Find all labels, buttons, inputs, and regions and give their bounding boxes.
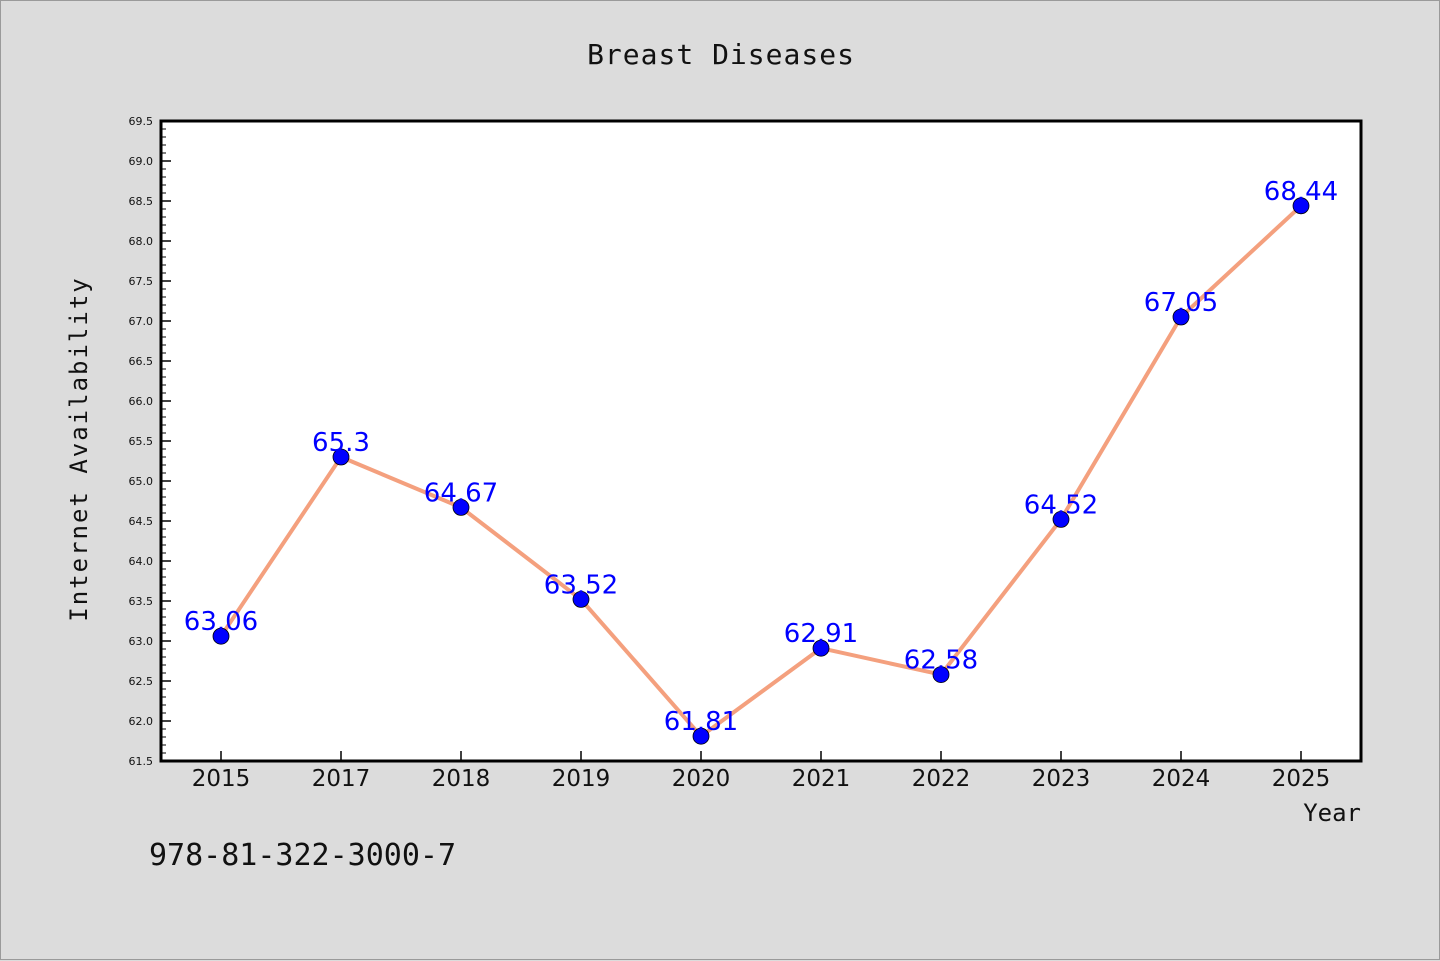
data-label: 63.06 [184, 607, 258, 637]
data-label: 68.44 [1264, 177, 1338, 207]
chart-title: Breast Diseases [587, 38, 855, 71]
data-point [1172, 308, 1190, 326]
y-tick-label: 62.5 [129, 675, 154, 688]
data-point [812, 639, 830, 657]
y-axis-label: Internet Availability [65, 276, 93, 621]
x-tick-label: 2021 [792, 766, 851, 792]
data-point [212, 627, 230, 645]
data-point [332, 448, 350, 466]
y-tick-label: 63.5 [129, 595, 154, 608]
x-axis-label: Year [1303, 799, 1361, 827]
y-tick-label: 64.5 [129, 515, 154, 528]
y-tick-label: 62.0 [129, 715, 154, 728]
y-tick-label: 61.5 [129, 755, 154, 768]
y-tick-label: 64.0 [129, 555, 154, 568]
x-tick-label: 2015 [192, 766, 251, 792]
data-label: 64.67 [424, 478, 498, 508]
series-line [219, 204, 1303, 739]
y-tick-label: 67.0 [129, 315, 154, 328]
y-tick-label: 66.0 [129, 395, 154, 408]
y-tick-label: 65.5 [129, 435, 154, 448]
x-tick-label: 2024 [1152, 766, 1211, 792]
y-tick-label: 68.5 [129, 195, 154, 208]
data-label: 62.58 [904, 646, 978, 676]
y-tick-label: 65.0 [129, 475, 154, 488]
plot-area [159, 119, 1363, 763]
y-tick-label: 69.0 [129, 155, 154, 168]
data-point [692, 727, 710, 745]
isbn-annotation: 978-81-322-3000-7 [149, 838, 456, 873]
y-tick-label: 63.0 [129, 635, 154, 648]
x-tick-label: 2023 [1032, 766, 1091, 792]
data-label: 61.81 [664, 707, 738, 737]
data-label: 62.91 [784, 619, 858, 649]
x-tick-label: 2017 [312, 766, 371, 792]
x-axis: 2015 2017 2018 2019 2020 2021 2022 2023 2024 2025 [192, 751, 1331, 792]
x-tick-label: 2020 [672, 766, 731, 792]
data-label: 65.3 [312, 428, 370, 458]
x-tick-label: 2019 [552, 766, 611, 792]
y-tick-label: 66.5 [129, 355, 154, 368]
x-tick-label: 2018 [432, 766, 491, 792]
data-point [932, 666, 950, 683]
data-label: 64.52 [1024, 490, 1098, 520]
data-point [572, 591, 590, 608]
data-label: 63.52 [544, 570, 618, 600]
data-point [452, 498, 470, 516]
y-tick-label: 69.5 [129, 115, 154, 128]
y-tick-label: 68.0 [129, 235, 154, 248]
x-tick-label: 2022 [912, 766, 971, 792]
series-group: 63.06 65.3 64.67 63.52 61.81 62.91 62.58 64.52 6… [184, 177, 1338, 745]
data-point [1052, 511, 1070, 528]
x-tick-label: 2025 [1272, 766, 1331, 792]
y-tick-label: 67.5 [129, 275, 154, 288]
data-label: 67.05 [1144, 288, 1218, 318]
data-point [1292, 197, 1310, 215]
y-axis: 61.5 62.0 62.5 63.0 63.5 64.0 64.5 65.0 65.5 66.0… [129, 115, 171, 768]
